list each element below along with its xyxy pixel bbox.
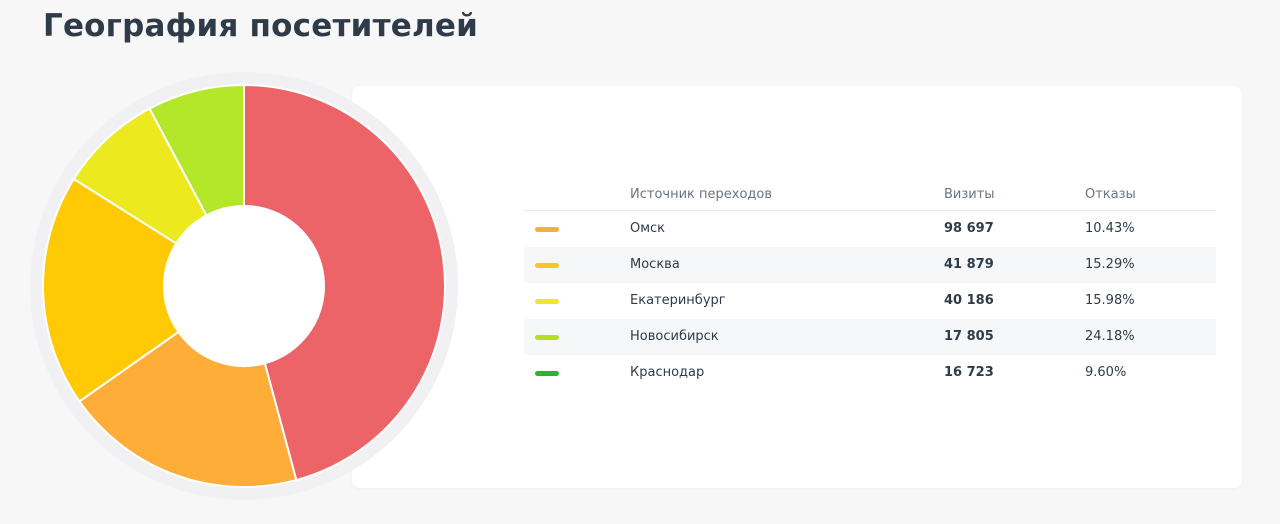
row-visits: 41 879	[944, 257, 994, 272]
row-color-swatch	[535, 335, 559, 340]
visitor-table: Источник переходов Визиты Отказы Омск 98…	[524, 176, 1216, 391]
header-source: Источник переходов	[630, 187, 773, 202]
donut-chart	[28, 70, 460, 502]
row-color-swatch	[535, 371, 559, 376]
row-bounces: 10.43%	[1085, 221, 1135, 236]
table-row-3[interactable]: Новосибирск 17 805 24.18%	[524, 319, 1216, 355]
row-city: Екатеринбург	[630, 293, 726, 308]
table-row-2[interactable]: Екатеринбург 40 186 15.98%	[524, 283, 1216, 319]
row-visits: 98 697	[944, 221, 994, 236]
row-bounces: 15.98%	[1085, 293, 1135, 308]
row-bounces: 15.29%	[1085, 257, 1135, 272]
table-row-1[interactable]: Москва 41 879 15.29%	[524, 247, 1216, 283]
row-color-swatch	[535, 263, 559, 268]
row-visits: 17 805	[944, 329, 994, 344]
row-bounces: 9.60%	[1085, 365, 1127, 380]
header-bounces: Отказы	[1085, 187, 1136, 202]
row-city: Краснодар	[630, 365, 705, 380]
row-city: Москва	[630, 257, 680, 272]
table-row-4[interactable]: Краснодар 16 723 9.60%	[524, 355, 1216, 391]
table-row-0[interactable]: Омск 98 697 10.43%	[524, 211, 1216, 247]
header-visits: Визиты	[944, 187, 995, 202]
row-bounces: 24.18%	[1085, 329, 1135, 344]
row-color-swatch	[535, 299, 559, 304]
row-visits: 40 186	[944, 293, 994, 308]
table-header: Источник переходов Визиты Отказы	[524, 176, 1216, 211]
page-title: География посетителей	[43, 8, 479, 44]
row-city: Омск	[630, 221, 666, 236]
donut-hole	[164, 206, 324, 366]
row-visits: 16 723	[944, 365, 994, 380]
row-city: Новосибирск	[630, 329, 719, 344]
row-color-swatch	[535, 227, 559, 232]
table-card	[352, 86, 1242, 488]
